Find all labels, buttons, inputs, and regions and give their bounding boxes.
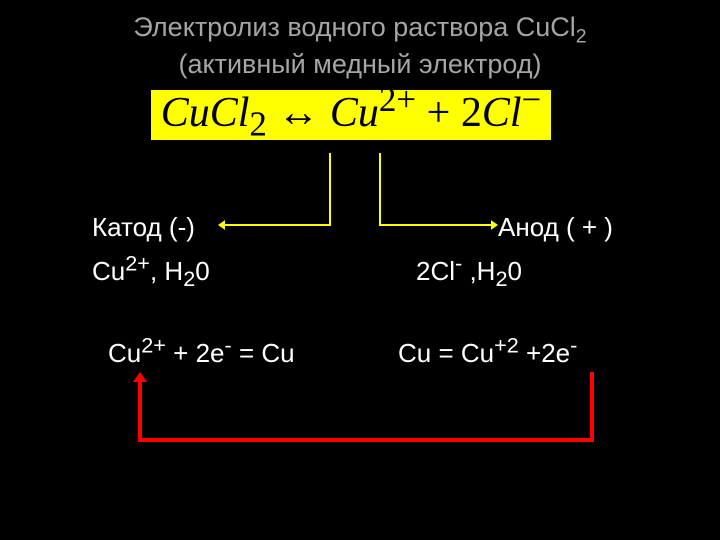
an-spec-cl: 2Cl <box>416 256 455 286</box>
title-line-1-sub: 2 <box>576 25 587 47</box>
cathode-reaction: Cu2+ + 2e- = Cu <box>108 338 295 369</box>
anode-species: 2Cl- ,H20 <box>416 256 522 287</box>
eq-cl-charge: − <box>522 80 542 119</box>
dissociation-equation-box: CuCl2 ↔ Cu2+ + 2Cl− <box>123 90 579 152</box>
cat-rx-e: + 2e <box>166 338 225 368</box>
cat-rx-cu2: = Cu <box>232 338 295 368</box>
anode-label: Анод ( + ) <box>498 212 613 243</box>
cathode-label: Катод (-) <box>92 212 195 243</box>
eq-arrow: ↔ <box>267 90 330 136</box>
title-line-1-text: Электролиз водного раствора CuCl <box>133 12 575 42</box>
eq-cucl: CuCl <box>161 90 250 136</box>
cat-rx-cu1: Cu <box>108 338 141 368</box>
cat-rx-e-charge: - <box>225 332 232 357</box>
eq-cu: Cu <box>330 90 379 136</box>
cat-spec-o: 0 <box>195 256 209 286</box>
cat-spec-h: , H <box>150 256 183 286</box>
title-line-1: Электролиз водного раствора CuCl2 <box>0 12 720 48</box>
an-spec-o: 0 <box>508 256 522 286</box>
cat-rx-cu-charge: 2+ <box>141 332 166 357</box>
an-spec-h-sub: 2 <box>495 266 507 291</box>
cathode-species: Cu2+, H20 <box>92 256 210 287</box>
title-line-2: (активный медный электрод) <box>0 49 720 80</box>
dissociation-equation: CuCl2 ↔ Cu2+ + 2Cl− <box>151 90 552 140</box>
eq-cu-charge: 2+ <box>379 80 416 119</box>
an-rx-cu-charge: +2 <box>494 332 519 357</box>
cat-spec-h-sub: 2 <box>183 266 195 291</box>
anode-reaction: Cu = Cu+2 +2e- <box>398 338 577 369</box>
an-rx-e-charge: - <box>570 332 577 357</box>
cat-spec-cu-charge: 2+ <box>125 250 150 275</box>
an-rx-cu: Cu = Cu <box>398 338 494 368</box>
an-rx-e: +2e <box>519 338 570 368</box>
eq-plus: + 2 <box>416 90 482 136</box>
cat-spec-cu: Cu <box>92 256 125 286</box>
eq-cl: Cl <box>482 90 522 136</box>
eq-sub-2: 2 <box>249 104 267 143</box>
an-spec-h: ,H <box>462 256 495 286</box>
